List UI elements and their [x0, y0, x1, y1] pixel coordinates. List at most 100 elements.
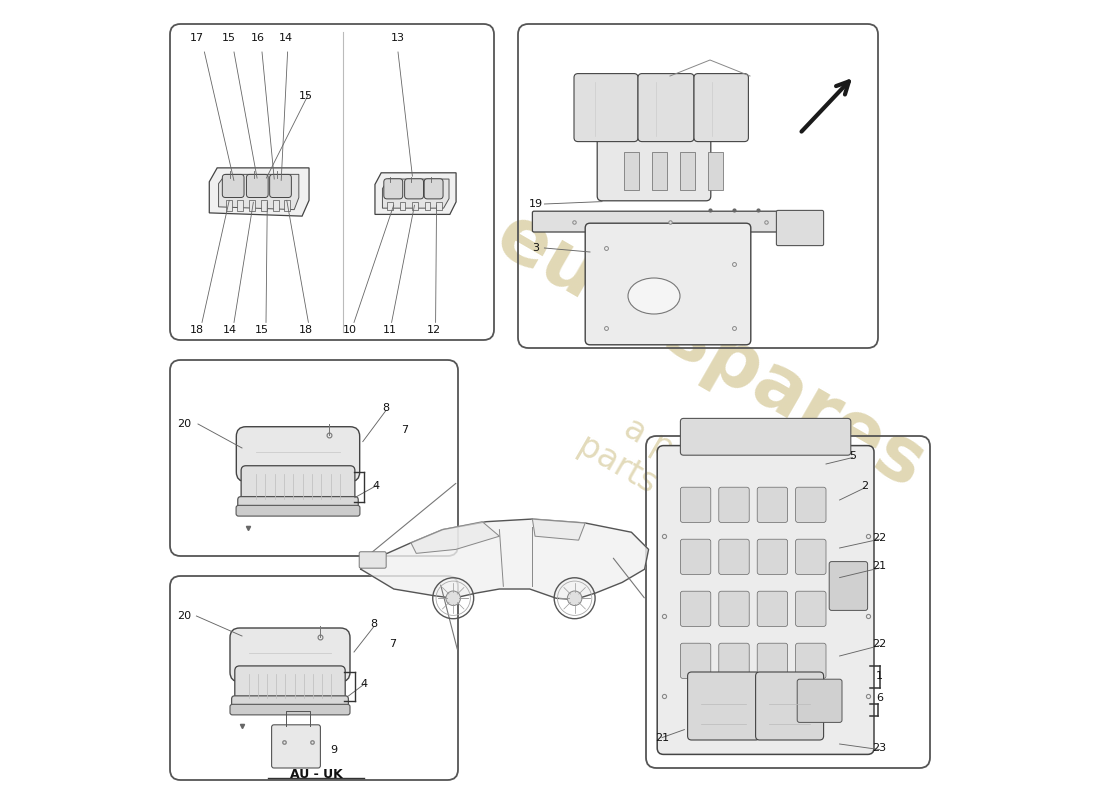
FancyBboxPatch shape [777, 210, 824, 246]
Text: 20: 20 [177, 611, 191, 621]
FancyBboxPatch shape [757, 487, 788, 522]
FancyBboxPatch shape [718, 487, 749, 522]
Text: 18: 18 [299, 325, 314, 334]
Polygon shape [361, 519, 649, 599]
Text: a passion for
parts since 1985: a passion for parts since 1985 [572, 395, 848, 597]
Bar [261, 200, 267, 210]
Text: 12: 12 [427, 325, 441, 334]
Text: 7: 7 [388, 639, 396, 649]
FancyBboxPatch shape [795, 591, 826, 626]
Text: 17: 17 [189, 34, 204, 43]
Text: 7: 7 [400, 425, 408, 434]
Text: 13: 13 [390, 34, 405, 43]
Text: 8: 8 [383, 403, 389, 413]
Ellipse shape [628, 278, 680, 314]
FancyBboxPatch shape [270, 174, 292, 198]
Text: 18: 18 [189, 325, 204, 334]
FancyBboxPatch shape [246, 174, 268, 198]
Text: 3: 3 [532, 243, 539, 253]
FancyBboxPatch shape [597, 137, 711, 201]
FancyBboxPatch shape [585, 223, 751, 345]
FancyBboxPatch shape [230, 628, 350, 682]
Bar [681, 152, 695, 190]
Polygon shape [411, 522, 499, 554]
Bar [226, 200, 232, 210]
FancyBboxPatch shape [798, 679, 842, 722]
Text: eurospares: eurospares [483, 199, 937, 505]
Polygon shape [383, 179, 449, 208]
Text: 14: 14 [223, 325, 238, 334]
FancyBboxPatch shape [694, 74, 748, 142]
Text: 4: 4 [373, 481, 380, 490]
FancyBboxPatch shape [241, 466, 355, 506]
FancyBboxPatch shape [230, 704, 350, 715]
Bar [425, 202, 430, 210]
FancyBboxPatch shape [681, 418, 850, 455]
Text: 8: 8 [371, 619, 377, 629]
Text: 21: 21 [872, 562, 887, 571]
FancyBboxPatch shape [405, 178, 424, 199]
FancyBboxPatch shape [681, 591, 711, 626]
FancyBboxPatch shape [272, 725, 320, 768]
FancyBboxPatch shape [238, 497, 359, 513]
FancyBboxPatch shape [532, 211, 807, 232]
Circle shape [446, 591, 461, 606]
Text: 10: 10 [343, 325, 358, 334]
Text: 22: 22 [872, 639, 887, 649]
FancyBboxPatch shape [681, 539, 711, 574]
Circle shape [568, 591, 582, 606]
Text: 5: 5 [849, 451, 856, 461]
Text: 20: 20 [177, 419, 191, 429]
Text: 15: 15 [221, 34, 235, 43]
FancyBboxPatch shape [757, 591, 788, 626]
Text: 14: 14 [279, 34, 293, 43]
Text: 9: 9 [330, 745, 338, 754]
Text: 1: 1 [876, 671, 883, 681]
FancyBboxPatch shape [574, 74, 638, 142]
FancyBboxPatch shape [718, 643, 749, 678]
FancyBboxPatch shape [384, 178, 403, 199]
Bar [249, 200, 255, 210]
Bar [387, 202, 393, 210]
FancyBboxPatch shape [688, 672, 760, 740]
Text: 11: 11 [383, 325, 397, 334]
Bar [236, 200, 243, 210]
FancyBboxPatch shape [756, 672, 824, 740]
Polygon shape [209, 168, 309, 216]
FancyBboxPatch shape [829, 562, 868, 610]
FancyBboxPatch shape [236, 506, 360, 516]
Text: 15: 15 [255, 325, 270, 334]
Bar [708, 152, 723, 190]
FancyBboxPatch shape [222, 174, 244, 198]
Text: 22: 22 [872, 533, 887, 542]
FancyBboxPatch shape [681, 487, 711, 522]
FancyBboxPatch shape [757, 539, 788, 574]
FancyBboxPatch shape [757, 643, 788, 678]
FancyBboxPatch shape [638, 74, 694, 142]
FancyBboxPatch shape [795, 487, 826, 522]
Text: AU - UK: AU - UK [290, 768, 343, 781]
FancyBboxPatch shape [718, 591, 749, 626]
FancyBboxPatch shape [236, 426, 360, 482]
FancyBboxPatch shape [681, 643, 711, 678]
FancyBboxPatch shape [234, 666, 345, 706]
Bar [652, 152, 667, 190]
Text: 19: 19 [528, 199, 542, 209]
FancyBboxPatch shape [232, 696, 349, 712]
FancyBboxPatch shape [657, 446, 874, 754]
FancyBboxPatch shape [718, 539, 749, 574]
Text: 21: 21 [654, 733, 669, 742]
Polygon shape [375, 173, 456, 214]
Bar [412, 202, 418, 210]
Bar [273, 200, 279, 210]
Text: 4: 4 [361, 679, 368, 689]
Bar [625, 152, 639, 190]
Text: 23: 23 [872, 743, 887, 753]
Polygon shape [219, 174, 299, 210]
FancyBboxPatch shape [360, 552, 386, 568]
Text: 15: 15 [299, 91, 314, 101]
Text: 2: 2 [861, 482, 868, 491]
FancyBboxPatch shape [795, 539, 826, 574]
Bar [436, 202, 441, 210]
Text: 6: 6 [876, 693, 883, 702]
